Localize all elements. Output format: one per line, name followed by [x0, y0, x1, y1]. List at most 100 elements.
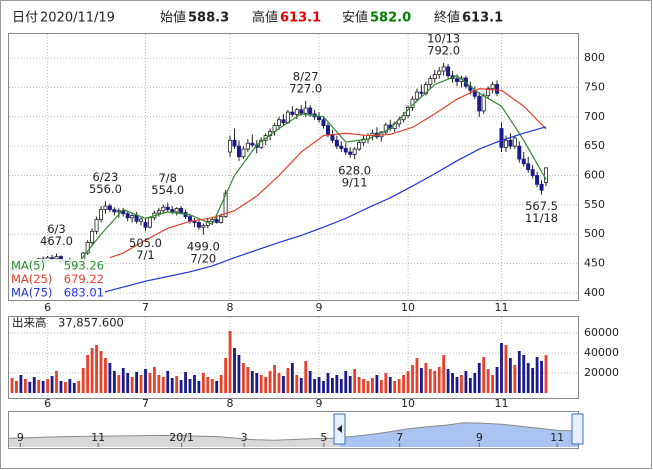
candle-body [99, 209, 104, 220]
volume-bar [348, 376, 352, 393]
nav-tick-label: 9 [476, 431, 483, 444]
volume-bar [277, 373, 281, 393]
candle-body [437, 70, 442, 75]
x-tick-label: 8 [227, 397, 234, 410]
volume-bar [326, 373, 330, 393]
volume-bar [428, 369, 432, 393]
annotation-value: 727.0 [289, 81, 322, 95]
candle-body [481, 95, 486, 112]
volume-bar [233, 348, 236, 393]
volume-bar [308, 371, 312, 393]
candle-body [352, 148, 357, 155]
nav-tick-label: 5 [320, 431, 327, 444]
volume-bar [504, 345, 508, 393]
candle-body [107, 205, 112, 210]
volume-bar [402, 375, 405, 393]
candle-body [125, 213, 130, 219]
candle-body [535, 175, 540, 185]
volume-bar [148, 373, 152, 393]
candle-body [259, 139, 264, 148]
annotation-date: 11/18 [525, 211, 558, 225]
volume-bar [366, 381, 370, 393]
y-tick-label: 550 [584, 198, 605, 211]
nav-tick-label: 7 [396, 431, 403, 444]
volume-bar [331, 378, 334, 393]
candle-body [241, 148, 246, 158]
candle-body [512, 137, 517, 147]
candle-body [179, 207, 184, 213]
legend-value: 593.26 [64, 259, 104, 273]
candle-body [486, 88, 491, 97]
volume-bar [32, 377, 36, 393]
volume-bar [259, 375, 263, 393]
volume-bar [286, 368, 290, 393]
candle-body [539, 183, 544, 191]
legend-name: MA(5) [11, 259, 45, 273]
candle-body [196, 222, 201, 228]
volume-bar [460, 375, 463, 393]
header-label: 始値 [160, 10, 186, 26]
volume-bar [473, 373, 477, 393]
header-label: 終値 [434, 10, 460, 26]
nav-tick-label: 3 [241, 431, 248, 444]
candle-body [112, 209, 117, 213]
candle-body [414, 91, 419, 100]
candle-body [94, 219, 99, 232]
candle-body [161, 206, 166, 212]
volume-bar [72, 383, 76, 393]
volume-bar [201, 373, 205, 393]
ma-line [29, 75, 547, 266]
volume-bar [104, 358, 107, 393]
volume-bar [206, 377, 210, 393]
x-tick-label: 11 [495, 397, 509, 410]
candle-body [419, 91, 424, 94]
legend-box [9, 259, 105, 300]
x-tick-label: 8 [227, 301, 234, 314]
volume-bar [295, 375, 299, 393]
volume-bar [68, 379, 72, 393]
volume-bar [299, 378, 303, 393]
volume-bar [379, 380, 383, 393]
nav-handle[interactable] [571, 413, 584, 445]
annotation-value: 556.0 [89, 182, 122, 196]
ma-line [109, 87, 547, 259]
volume-bar [130, 377, 134, 393]
volume-bar [144, 369, 147, 393]
volume-bar [121, 368, 125, 393]
volume-bar [188, 379, 192, 393]
volume-bar [224, 358, 227, 393]
volume-title: 出来高 [12, 316, 47, 330]
annotation-value: 505.0 [129, 236, 162, 250]
x-tick-label: 9 [316, 301, 323, 314]
candle-body [477, 95, 482, 112]
candle-body [130, 215, 135, 219]
volume-bar [37, 380, 41, 393]
nav-tick-label: 11 [91, 431, 105, 444]
candle-body [517, 145, 522, 160]
candle-body [201, 225, 206, 228]
annotation-date: 6/23 [93, 170, 119, 184]
volume-bar [170, 378, 174, 393]
candle-body [228, 139, 233, 153]
x-tick-label: 10 [401, 301, 415, 314]
volume-bar [335, 375, 339, 393]
x-tick-label: 6 [44, 397, 51, 410]
volume-bar [362, 379, 365, 393]
candle-body [357, 142, 362, 150]
volume-bar [28, 382, 32, 393]
legend-name: MA(25) [11, 272, 52, 286]
volume-bar [375, 375, 379, 393]
x-tick-label: 10 [401, 397, 415, 410]
volume-bar [95, 345, 98, 393]
annotation-value: 467.0 [40, 234, 73, 248]
candle-body [325, 125, 330, 135]
candle-body [432, 74, 437, 80]
header-value: 613.1 [280, 11, 321, 26]
nav-tick-label: 11 [550, 431, 564, 444]
annotation-value: 792.0 [427, 43, 460, 57]
annotation-value: 628.0 [338, 164, 371, 178]
ma-line [100, 126, 547, 294]
volume-bar [86, 355, 90, 393]
navigator-line [8, 422, 579, 441]
